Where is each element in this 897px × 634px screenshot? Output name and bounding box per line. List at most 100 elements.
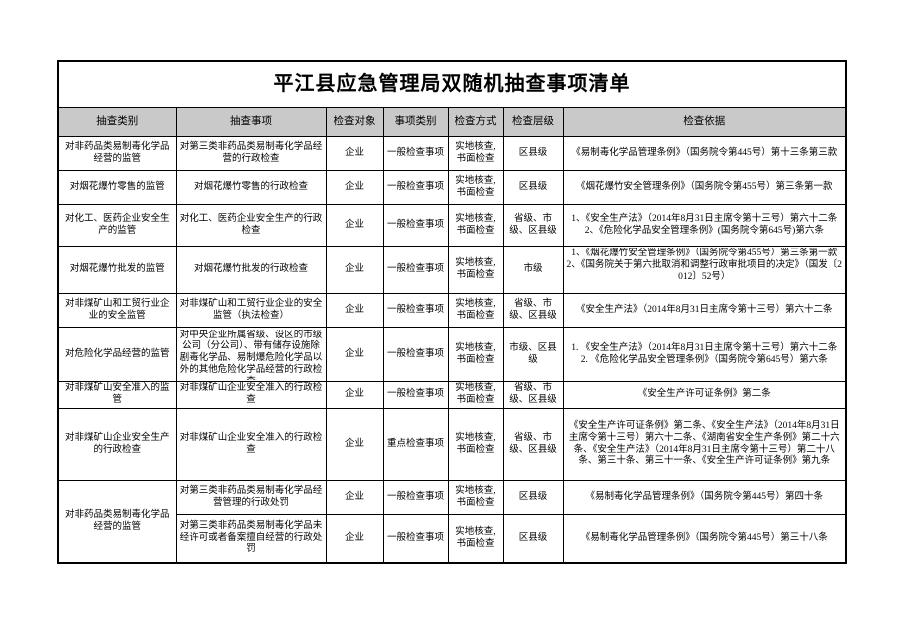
basis-item: 2、《危险化学品安全管理条例》(国务院令第645号)第六条	[584, 225, 824, 236]
cell-basis: 《安全生产许可证条例》第二条	[562, 381, 847, 409]
cell-category-merged: 对非药品类易制毒化学品经营的监管	[57, 480, 177, 564]
cell-item-type: 一般检查事项	[382, 136, 449, 171]
table-row: 对化工、医药企业安全生产的监管 对化工、医药企业安全生产的行政检查 企业 一般检…	[57, 204, 847, 247]
basis-item: 《易制毒化学品管理条例》（国务院令第445号）第四十条	[585, 491, 824, 502]
basis-item: 《安全生产法》（2014年8月31日主席令第十三号）第六十二条	[576, 304, 833, 315]
cell-method: 实地核查, 书面检查	[447, 480, 504, 515]
cell-target: 企业	[325, 136, 384, 171]
cell-method: 实地核查, 书面检查	[447, 136, 504, 171]
cell-method: 实地核查, 书面检查	[447, 293, 504, 328]
cell-item: 对非煤矿山和工贸行业企业的安全监管（执法检查）	[175, 293, 327, 328]
cell-target: 企业	[325, 408, 384, 481]
table-row: 对非药品类易制毒化学品经营的监管 对第三类非药品类易制毒化学品经营管理的行政处罚…	[57, 480, 847, 564]
header-item: 抽查事项	[175, 107, 327, 137]
cell-item-type: 一般检查事项	[382, 514, 449, 564]
cell-item-type: 一般检查事项	[382, 381, 449, 409]
cell-method: 实地核查, 书面检查	[447, 327, 504, 382]
cell-item-type: 一般检查事项	[382, 480, 449, 515]
cell-target: 企业	[325, 480, 384, 515]
basis-item: 《安全生产许可证条例》第二条、《安全生产法》（2014年8月31日主席令第十三号…	[568, 420, 840, 467]
cell-item-text: 对中央企业所属省级、设区的市级公司（分公司）、带有储存设施除剧毒化学品、易制爆危…	[179, 329, 323, 380]
cell-item-type: 一般检查事项	[382, 246, 449, 294]
cell-basis: 1、《安全生产法》（2014年8月31日主席令第十三号）第六十二条 2、《危险化…	[562, 204, 847, 247]
basis-item: 1、《烟花爆竹安全管理条例》（国务院令第455号）第三条第一款	[571, 248, 838, 258]
cell-category: 对烟花爆竹零售的监管	[57, 170, 177, 205]
cell-target: 企业	[325, 381, 384, 409]
cell-category: 对非药品类易制毒化学品经营的监管	[57, 136, 177, 171]
cell-basis: 《易制毒化学品管理条例》（国务院令第445号）第十三条第三款	[562, 136, 847, 171]
basis-item: 《易制毒化学品管理条例》（国务院令第445号）第三十八条	[580, 532, 828, 543]
cell-basis: 1. 《安全生产法》（2014年8月31日主席令第十三号）第六十二条 2. 《危…	[562, 327, 847, 382]
cell-category: 对烟花爆竹批发的监管	[57, 246, 177, 294]
cell-basis: 《安全生产法》（2014年8月31日主席令第十三号）第六十二条	[562, 293, 847, 328]
header-target: 检查对象	[325, 107, 384, 137]
header-item-type: 事项类别	[382, 107, 449, 137]
cell-target: 企业	[325, 170, 384, 205]
cell-item-type: 一般检查事项	[382, 204, 449, 247]
basis-item: 2. 《危险化学品安全管理条例》（国务院令第645号）第六条	[580, 354, 828, 365]
table-row: 对烟花爆竹批发的监管 对烟花爆竹批发的行政检查 企业 一般检查事项 实地核查, …	[57, 246, 847, 294]
cell-item: 对中央企业所属省级、设区的市级公司（分公司）、带有储存设施除剧毒化学品、易制爆危…	[175, 327, 327, 382]
table-row: 对非煤矿山企业安全生产的行政检查 对非煤矿山企业安全准入的行政检查 企业 重点检…	[57, 408, 847, 481]
cell-level: 市级	[502, 246, 564, 294]
cell-target: 企业	[325, 327, 384, 382]
basis-item: 《烟花爆竹安全管理条例》（国务院令第455号）第三条第一款	[576, 181, 833, 192]
cell-method: 实地核查, 书面检查	[447, 381, 504, 409]
basis-item: 《安全生产许可证条例》第二条	[637, 389, 771, 400]
cell-item: 对第三类非药品类易制毒化学品未经许可或者备案擅自经营的行政处罚	[175, 514, 327, 564]
document-table-container: 平江县应急管理局双随机抽查事项清单 抽查类别 抽查事项 检查对象 事项类别 检查…	[57, 60, 848, 564]
cell-item-type: 一般检查事项	[382, 170, 449, 205]
cell-item: 对非煤矿山企业安全准入的行政检查	[175, 408, 327, 481]
cell-level: 区县级	[502, 136, 564, 171]
cell-level: 区县级	[502, 514, 564, 564]
cell-basis: 《安全生产许可证条例》第二条、《安全生产法》（2014年8月31日主席令第十三号…	[562, 408, 847, 481]
table-row: 对第三类非药品类易制毒化学品未经许可或者备案擅自经营的行政处罚 企业 一般检查事…	[58, 514, 847, 564]
table-row: 对非药品类易制毒化学品经营的监管 对第三类非药品类易制毒化学品经营的行政检查 企…	[57, 136, 847, 171]
cell-item: 对第三类非药品类易制毒化学品经营管理的行政处罚	[175, 480, 327, 515]
cell-method: 实地核查, 书面检查	[447, 514, 504, 564]
cell-target: 企业	[325, 204, 384, 247]
cell-basis: 1、《烟花爆竹安全管理条例》（国务院令第455号）第三条第一款 2、《国务院关于…	[562, 246, 847, 294]
cell-item: 对烟花爆竹零售的行政检查	[175, 170, 327, 205]
cell-method: 实地核查, 书面检查	[447, 408, 504, 481]
cell-item-type: 一般检查事项	[382, 293, 449, 328]
cell-item: 对非煤矿山企业安全准入的行政检查	[175, 381, 327, 409]
cell-method: 实地核查, 书面检查	[447, 246, 504, 294]
cell-category: 对非煤矿山企业安全生产的行政检查	[57, 408, 177, 481]
table-row: 对危险化学品经营的监管 对中央企业所属省级、设区的市级公司（分公司）、带有储存设…	[57, 327, 847, 382]
cell-category: 对危险化学品经营的监管	[57, 327, 177, 382]
cell-category: 对非煤矿山安全准入的监管	[57, 381, 177, 409]
cell-target: 企业	[325, 246, 384, 294]
basis-item: 1、《安全生产法》（2014年8月31日主席令第十三号）第六十二条	[571, 213, 838, 224]
cell-level: 区县级	[502, 480, 564, 515]
cell-item: 对烟花爆竹批发的行政检查	[175, 246, 327, 294]
header-basis: 检查依据	[562, 107, 847, 137]
cell-basis: 《易制毒化学品管理条例》（国务院令第445号）第四十条	[562, 480, 847, 515]
table-row: 对烟花爆竹零售的监管 对烟花爆竹零售的行政检查 企业 一般检查事项 实地核查, …	[57, 170, 847, 205]
cell-basis: 《易制毒化学品管理条例》（国务院令第445号）第三十八条	[562, 514, 847, 564]
cell-method: 实地核查, 书面检查	[447, 170, 504, 205]
cell-item-type: 一般检查事项	[382, 327, 449, 382]
basis-item: 2、《国务院关于第六批取消和调整行政审批项目的决定》（国发〔2012〕52号）	[566, 259, 843, 282]
cell-target: 企业	[325, 514, 384, 564]
cell-item: 对化工、医药企业安全生产的行政检查	[175, 204, 327, 247]
table-row: 对非煤矿山和工贸行业企业的安全监管 对非煤矿山和工贸行业企业的安全监管（执法检查…	[57, 293, 847, 328]
table-header-row: 抽查类别 抽查事项 检查对象 事项类别 检查方式 检查层级 检查依据	[57, 107, 847, 137]
header-category: 抽查类别	[57, 107, 177, 137]
page-title: 平江县应急管理局双随机抽查事项清单	[57, 60, 847, 108]
cell-target: 企业	[325, 293, 384, 328]
cell-level: 省级、市级、区县级	[502, 408, 564, 481]
header-method: 检查方式	[447, 107, 504, 137]
cell-item: 对第三类非药品类易制毒化学品经营的行政检查	[175, 136, 327, 171]
cell-level: 区县级	[502, 170, 564, 205]
header-level: 检查层级	[502, 107, 564, 137]
basis-item: 1. 《安全生产法》（2014年8月31日主席令第十三号）第六十二条	[571, 342, 838, 353]
cell-basis: 《烟花爆竹安全管理条例》（国务院令第455号）第三条第一款	[562, 170, 847, 205]
cell-level: 市级、区县级	[502, 327, 564, 382]
basis-item: 《易制毒化学品管理条例》（国务院令第445号）第十三条第三款	[571, 147, 838, 158]
cell-level: 省级、市级、区县级	[502, 381, 564, 409]
cell-level: 省级、市级、区县级	[502, 204, 564, 247]
table-row: 对非煤矿山安全准入的监管 对非煤矿山企业安全准入的行政检查 企业 一般检查事项 …	[57, 381, 847, 409]
table-title-row: 平江县应急管理局双随机抽查事项清单	[57, 60, 847, 108]
cell-category: 对化工、医药企业安全生产的监管	[57, 204, 177, 247]
